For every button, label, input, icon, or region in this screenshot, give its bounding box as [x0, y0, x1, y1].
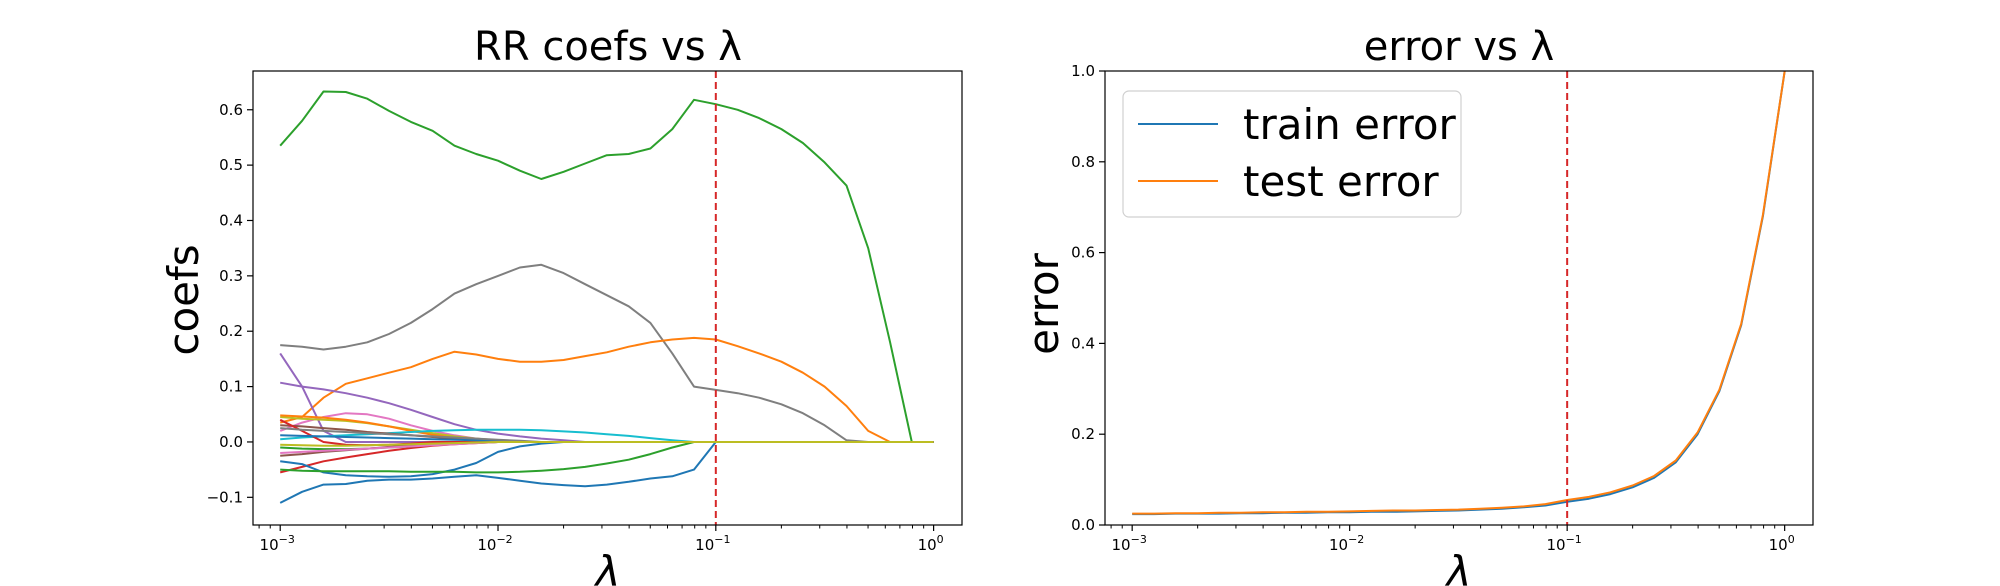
error-xtick-label: 10−3 — [1112, 533, 1147, 554]
error-legend: train error test error — [1122, 90, 1462, 218]
coefs-series-line-4 — [279, 352, 934, 443]
error-series-group — [1132, 70, 1786, 516]
coefs-chart-ylabel: coefs — [159, 244, 208, 355]
coefs-chart: RR coefs vs λ coefs λ −0.1 0.0 0.1 0.2 0.3 0.… — [159, 24, 963, 586]
coefs-plot-frame — [252, 70, 963, 526]
error-ytick-label: 0.6 — [1071, 244, 1095, 262]
coefs-series-line-0 — [279, 90, 934, 443]
error-legend-box — [1122, 90, 1462, 218]
coefs-series-line-12 — [279, 441, 934, 504]
coefs-ytick-label: 0.0 — [219, 433, 243, 451]
error-series-line-1 — [1132, 70, 1786, 515]
coefs-series-line-16 — [280, 434, 934, 443]
error-legend-label: train error — [1243, 100, 1457, 149]
coefs-series-line-14 — [280, 441, 934, 474]
error-ytick-label: 0.8 — [1071, 153, 1095, 171]
coefs-series-line-2 — [279, 336, 934, 443]
error-ytick-label: 0.0 — [1071, 516, 1095, 534]
error-ytick-label: 1.0 — [1071, 62, 1095, 80]
coefs-chart-xlabel: λ — [594, 547, 621, 586]
coefs-ytick-label: 0.4 — [219, 211, 243, 229]
error-xtick-label: 10−2 — [1329, 533, 1364, 554]
coefs-ytick-label: 0.3 — [219, 267, 243, 285]
coefs-xtick-label: 100 — [918, 533, 944, 554]
error-plot-frame — [1104, 70, 1814, 526]
error-xtick-label: 10−1 — [1547, 533, 1582, 554]
coefs-ytick-label: 0.2 — [219, 322, 243, 340]
coefs-chart-title: RR coefs vs λ — [474, 24, 742, 70]
error-chart-ylabel: error — [1019, 252, 1068, 354]
coefs-xtick-label: 10−2 — [477, 533, 512, 554]
coefs-xtick-label: 10−1 — [695, 533, 730, 554]
coefs-xtick-label: 10−3 — [260, 533, 295, 554]
coefs-ytick-label: 0.5 — [219, 156, 243, 174]
error-ytick-label: 0.2 — [1071, 425, 1095, 443]
error-legend-label: test error — [1243, 157, 1439, 206]
coefs-series-group — [279, 90, 934, 504]
coefs-ytick-label: 0.6 — [219, 101, 243, 119]
error-chart: error vs λ error λ 0.0 0.2 0.4 0.6 0.8 1.0 10−… — [1019, 24, 1814, 586]
coefs-ytick-label: −0.1 — [207, 488, 243, 506]
error-xtick-label: 100 — [1769, 533, 1795, 554]
coefs-ytick-label: 0.1 — [219, 378, 243, 396]
coefs-series-line-18 — [280, 441, 934, 454]
coefs-series-line-11 — [279, 441, 934, 474]
error-chart-xlabel: λ — [1445, 547, 1472, 586]
error-ytick-label: 0.4 — [1071, 334, 1095, 352]
coefs-series-line-1 — [280, 263, 934, 443]
coefs-series-line-20 — [280, 441, 934, 447]
error-chart-title: error vs λ — [1364, 24, 1554, 70]
